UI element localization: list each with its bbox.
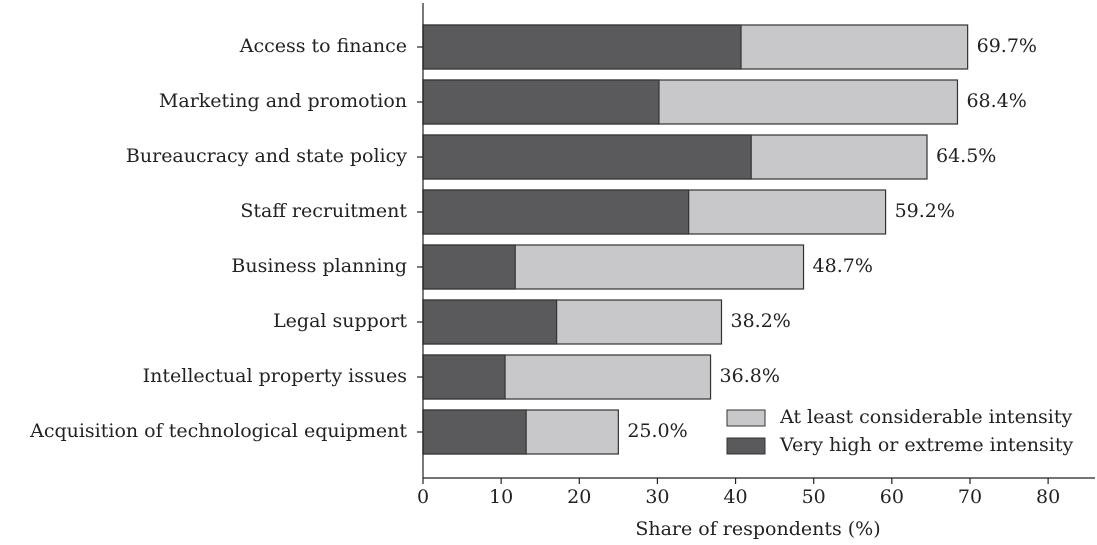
value-label: 48.7%	[813, 255, 873, 277]
y-tick-label: Acquisition of technological equipment	[29, 420, 407, 442]
legend-label: At least considerable intensity	[779, 406, 1073, 428]
x-axis-label: Share of respondents (%)	[635, 518, 880, 540]
bar	[422, 299, 558, 345]
y-tick-label: Bureaucracy and state policy	[126, 145, 407, 167]
value-label: 69.7%	[977, 35, 1037, 57]
bar	[422, 409, 527, 455]
x-tick-label: 40	[723, 486, 747, 508]
x-tick-label: 10	[489, 486, 513, 508]
y-tick-label: Staff recruitment	[240, 200, 407, 222]
x-tick-label: 80	[1036, 486, 1060, 508]
legend-swatch	[726, 409, 766, 427]
x-tick-label: 0	[417, 486, 429, 508]
bar	[422, 189, 690, 235]
bar	[422, 354, 506, 400]
value-label: 36.8%	[720, 365, 780, 387]
bar	[422, 79, 660, 125]
y-tick-label: Access to finance	[239, 35, 407, 57]
value-label: 59.2%	[895, 200, 955, 222]
x-tick-label: 30	[645, 486, 669, 508]
x-tick-label: 60	[880, 486, 904, 508]
bar	[422, 24, 742, 70]
x-tick-label: 50	[802, 486, 826, 508]
y-tick-label: Business planning	[231, 255, 407, 277]
value-label: 64.5%	[936, 145, 996, 167]
legend-swatch	[726, 437, 766, 455]
value-label: 38.2%	[730, 310, 790, 332]
x-tick-label: 20	[567, 486, 591, 508]
bar	[422, 244, 516, 290]
y-tick-label: Marketing and promotion	[159, 90, 407, 112]
y-tick-label: Legal support	[273, 310, 407, 332]
value-label: 25.0%	[627, 420, 687, 442]
x-tick-label: 70	[958, 486, 982, 508]
value-label: 68.4%	[966, 90, 1026, 112]
bar	[422, 134, 752, 180]
legend-label: Very high or extreme intensity	[779, 434, 1074, 456]
y-tick-label: Intellectual property issues	[143, 365, 407, 387]
